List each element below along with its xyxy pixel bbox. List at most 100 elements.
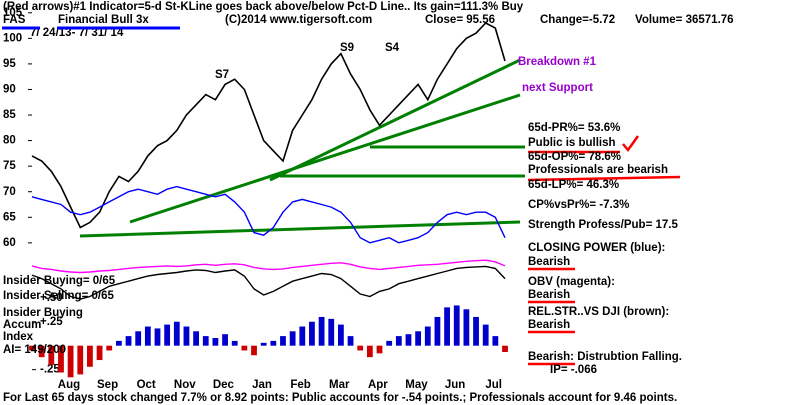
bar (67, 345, 74, 378)
annotation: Bearish (528, 289, 570, 301)
annotation: OBV (magenta): (528, 276, 615, 288)
bar (77, 345, 84, 375)
bar (463, 309, 470, 346)
x-tick-label: Sep (97, 379, 118, 391)
close: Close= 95.56 (425, 14, 495, 26)
bar (318, 316, 325, 346)
y-tick-label: 100 (3, 32, 22, 44)
annotation: 65d-PR%= 53.6% (528, 122, 620, 134)
bar (48, 345, 55, 365)
x-tick-label: Dec (213, 379, 235, 391)
bar (502, 345, 508, 353)
bar (144, 326, 151, 346)
copyright: (C)2014 www.tigersoft.com (225, 14, 372, 26)
series-line (31, 185, 506, 244)
date-range: 7/ 24/13- 7/ 31/ 14 (30, 27, 124, 39)
bar (183, 326, 190, 346)
bar (135, 331, 142, 346)
bar (173, 321, 180, 346)
annotation: Insider Buying= 0/65 (3, 275, 116, 287)
annotation: Insider Selling= 0/65 (3, 290, 114, 302)
y-tick-label: +.25 (40, 316, 63, 328)
x-tick-label: May (405, 379, 428, 391)
series-line (31, 22, 506, 229)
y-tick-label: 80 (3, 135, 16, 147)
y-tick-label: 60 (3, 237, 16, 249)
trend-lines (79, 58, 525, 238)
ticker: FAS (3, 14, 26, 26)
volume: Volume= 36571.76 (635, 14, 734, 26)
bar (106, 345, 113, 351)
annotation: CP%vsPr%= -7.3% (528, 199, 629, 211)
x-tick-label: Feb (290, 379, 310, 391)
bar (58, 345, 64, 373)
bar (87, 345, 93, 367)
x-tick-label: Nov (174, 379, 196, 391)
bar (241, 345, 248, 351)
bar (193, 331, 199, 346)
y-tick-label: 95 (3, 58, 16, 70)
bar (289, 331, 296, 346)
trend-line (129, 93, 521, 224)
trend-line (269, 58, 521, 182)
bar (482, 324, 489, 346)
annotation: Bearish (528, 256, 570, 268)
bar (424, 326, 431, 346)
bar (251, 345, 257, 356)
x-tick-label: Aug (58, 379, 80, 391)
bar (222, 334, 228, 346)
annotation: S4 (385, 42, 400, 54)
y-tick-label: 75 (3, 160, 16, 172)
bar (473, 316, 479, 346)
y-tick-label: 105 (3, 7, 23, 19)
x-tick-label: Apr (368, 379, 388, 391)
bar (492, 336, 499, 346)
annotation: CLOSING POWER (blue): (528, 242, 665, 254)
bar (231, 340, 238, 346)
bar (164, 324, 171, 346)
underline (527, 175, 681, 182)
y-tick-label: +.50 (40, 292, 63, 304)
series-line (31, 265, 506, 300)
bar (280, 336, 286, 346)
change: Change=-5.72 (540, 14, 615, 26)
bar (434, 316, 441, 346)
bar (125, 336, 132, 346)
x-tick-label: Mar (329, 379, 350, 391)
x-tick-label: Oct (137, 379, 156, 391)
y-tick-label: 85 (3, 109, 16, 121)
trend-line (79, 220, 521, 238)
annotation: Strength Profess/Pub= 17.5 (528, 219, 678, 231)
bar (29, 345, 35, 351)
y-tick-label: -.25 (40, 364, 60, 376)
y-tick-label: 90 (3, 84, 16, 96)
y-tick-label: 70 (3, 186, 16, 198)
annotation: REL.STR..VS DJI (brown): (528, 306, 669, 318)
bar (299, 326, 306, 346)
annotation: IP= -.066 (550, 364, 597, 376)
y-tick-label: 65 (3, 211, 16, 223)
bar (309, 321, 315, 346)
annotation: 65d-OP%= 78.6% (528, 151, 621, 163)
annotation: Bearish: Distrubtion Falling. (528, 351, 682, 363)
bar (415, 331, 422, 346)
bar (444, 307, 450, 346)
series-line (31, 259, 506, 274)
annotation: Index (3, 331, 34, 343)
bar (212, 338, 219, 346)
bar (376, 345, 383, 354)
check-mark (622, 135, 640, 153)
annotation: Accum (3, 319, 41, 331)
underlines (527, 135, 681, 366)
chart-title: (Red arrows)#1 Indicator=5-d St-KLine go… (3, 1, 524, 13)
annotation: 65d-LP%= 46.3% (528, 179, 619, 191)
x-tick-label: Jan (252, 379, 272, 391)
x-tick-label: Jul (485, 379, 502, 391)
bar (366, 345, 373, 358)
annotation: Breakdown #1 (518, 56, 597, 68)
x-tick-label: Jun (445, 379, 465, 391)
fund-name: Financial Bull 3x (58, 14, 149, 26)
bar (357, 345, 364, 351)
bar (395, 336, 402, 346)
bar (347, 336, 354, 346)
